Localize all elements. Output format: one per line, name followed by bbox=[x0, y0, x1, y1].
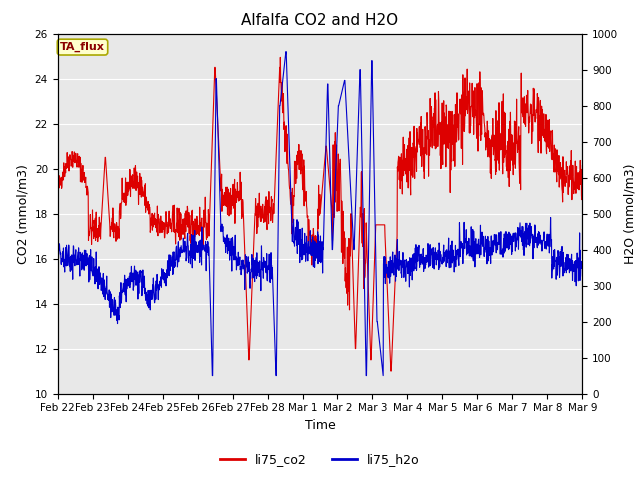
Title: Alfalfa CO2 and H2O: Alfalfa CO2 and H2O bbox=[241, 13, 399, 28]
Legend: li75_co2, li75_h2o: li75_co2, li75_h2o bbox=[215, 448, 425, 471]
Text: TA_flux: TA_flux bbox=[60, 42, 105, 52]
X-axis label: Time: Time bbox=[305, 419, 335, 432]
Y-axis label: CO2 (mmol/m3): CO2 (mmol/m3) bbox=[16, 164, 29, 264]
Y-axis label: H2O (mmol/m3): H2O (mmol/m3) bbox=[624, 163, 637, 264]
